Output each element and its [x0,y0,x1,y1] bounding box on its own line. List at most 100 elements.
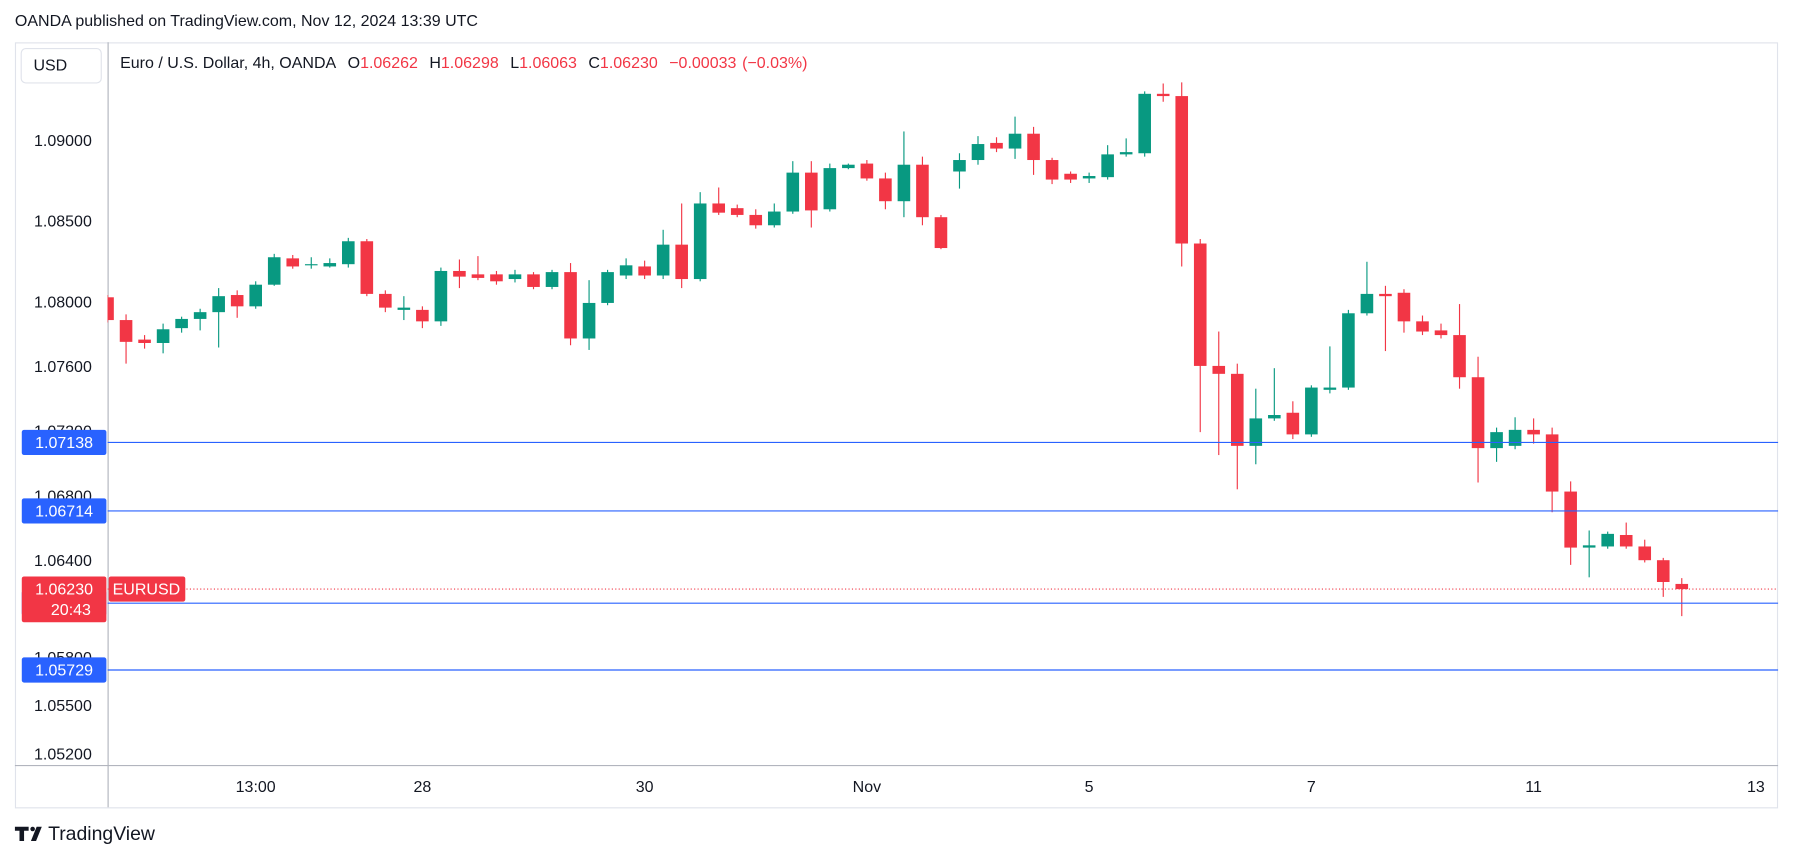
last-price-bg [21,576,107,623]
candle-body [156,329,170,343]
x-tick-label: 11 [1525,779,1542,796]
legend-key: C [588,55,600,72]
candle-body [212,296,225,313]
candle-body [138,339,151,343]
candle-body [1305,387,1318,435]
candle-body [712,203,726,213]
candle-body [805,172,818,211]
candle-body [107,297,114,321]
candle-body [842,164,855,169]
candle-body [1249,418,1263,446]
candle-body [1064,173,1077,180]
candle-body [1008,133,1022,149]
candle-body [693,203,707,280]
price-label-bg [21,429,107,456]
candle-body [1564,491,1577,548]
candle-body [1193,243,1207,366]
candle-body [990,142,1003,149]
candles [107,82,1689,617]
candle-body [304,264,318,266]
candle-body [1656,560,1670,582]
x-tick-label: 30 [636,779,654,796]
candle-body [860,163,874,179]
candle-body [656,244,670,276]
overlays: 1.071381.067141.061431.057291.0623020:43… [21,429,1779,683]
y-tick-label: 1.05200 [34,747,92,764]
countdown: 20:43 [51,602,91,619]
price-label: 1.06714 [35,503,93,520]
candle-body [508,274,522,280]
candle-body [119,320,133,342]
y-tick-label: 1.07600 [34,359,92,376]
candle-body [916,164,929,218]
candle-body [601,272,614,303]
candle-body [286,258,300,267]
x-tick-label: Nov [853,779,881,796]
legend-value: 1.06230 [600,55,658,72]
brand-logo [14,826,42,841]
candle-body [193,312,207,319]
legend-key: L [510,55,519,72]
candle-body [786,172,800,212]
candle-body [564,272,577,339]
legend: Euro / U.S. Dollar, 4h, OANDA O1.06262 H1.… [120,55,807,72]
candle-body [1619,534,1633,547]
y-tick-label: 1.06400 [34,553,92,570]
y-tick-label: 1.08000 [34,294,92,311]
symbol-tag: EURUSD [113,581,181,598]
legend-key: H [429,55,441,72]
last-price-label: 1.06230 [35,581,93,598]
x-tick-label: 13 [1747,779,1765,796]
candle-body [767,211,781,226]
candle-body [1101,154,1114,178]
candle-body [527,274,540,287]
candle-body [249,284,262,307]
legend-value: 1.06298 [441,55,499,72]
candle-body [230,295,244,307]
y-tick-label: 1.05500 [34,698,92,715]
candle-body [1323,387,1337,390]
candle-body [1471,377,1485,449]
legend-value: 1.06063 [519,55,577,72]
candle-body [1286,412,1300,435]
y-ticks: 1.090001.085001.080001.076001.072001.068… [34,133,1765,796]
candle-body [1212,365,1226,374]
price-label-bg [21,498,107,524]
candle-body [1379,293,1392,297]
candle-body [490,274,503,282]
currency-button[interactable] [20,48,102,84]
candle-body [638,266,651,276]
candle-body [823,168,837,210]
y-tick-label: 1.09000 [34,133,92,150]
x-tick-label: 7 [1307,779,1316,796]
candle-body [175,318,188,329]
candle-body [267,257,281,285]
x-tick-label: 28 [413,779,431,796]
candle-body [619,265,633,276]
candle-body [1527,429,1540,435]
candle-body [360,241,374,294]
candle-body [1490,432,1503,449]
candle-body [1027,133,1040,161]
candle-body [1453,335,1466,378]
candle-body [1082,176,1096,179]
candle-body [1545,434,1559,492]
price-label: 1.05729 [35,662,93,679]
price-label-bg [21,657,107,683]
candle-body [1138,93,1151,154]
candle-body [1360,293,1374,314]
currency-label[interactable]: USD [33,58,67,75]
candle-body [379,293,392,308]
candle-body [971,144,985,161]
legend-change-pct: (−0.03%) [742,55,807,72]
price-label: 1.07138 [35,435,93,452]
candle-body [1638,546,1652,561]
candle-body [1119,152,1133,155]
x-tick-label: 5 [1085,779,1094,796]
candle-body [434,270,448,322]
legend-key: O [348,55,360,72]
candle-body [1230,373,1244,446]
y-tick-label: 1.08500 [34,214,92,231]
brand-name: TradingView [48,823,156,845]
